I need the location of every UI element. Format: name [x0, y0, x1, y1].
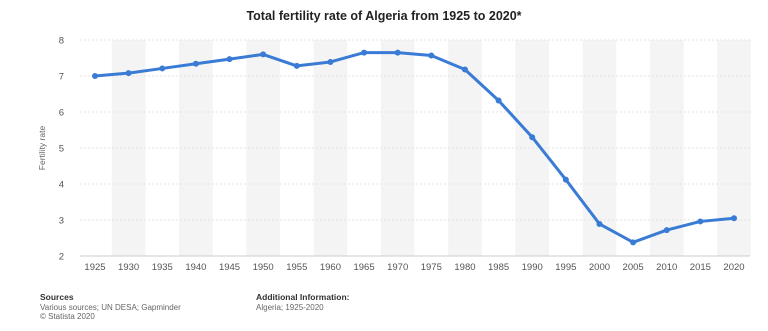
- x-tick-label: 2015: [690, 262, 711, 273]
- data-point: [663, 227, 670, 234]
- series-line: [93, 51, 736, 244]
- y-axis-ticks: 2 3 4 5 6 7 8: [59, 36, 64, 263]
- column-band: [313, 40, 348, 256]
- x-tick-label: 1940: [185, 262, 206, 273]
- y-tick-label: 6: [59, 108, 64, 119]
- data-point: [630, 239, 637, 246]
- y-tick-label: 2: [59, 252, 64, 263]
- data-point: [92, 73, 98, 79]
- data-point: [192, 60, 199, 67]
- data-point: [361, 49, 368, 56]
- additional-info-block: Additional Information: Algeria; 1925-20…: [256, 292, 350, 312]
- y-tick-label: 4: [59, 180, 64, 191]
- data-point: [731, 215, 737, 222]
- additional-info-text: Algeria; 1925-2020: [256, 302, 324, 312]
- chart-title: Total fertility rate of Algeria from 192…: [246, 9, 522, 23]
- x-tick-label: 1990: [522, 262, 543, 273]
- x-tick-label: 1935: [152, 262, 173, 273]
- copyright-text: © Statista 2020: [40, 312, 95, 321]
- data-point: [562, 176, 569, 183]
- y-axis-label: Fertility rate: [37, 126, 47, 171]
- y-tick-label: 3: [59, 216, 64, 227]
- x-tick-label: 1965: [353, 262, 374, 273]
- x-tick-label: 1970: [387, 262, 408, 273]
- data-point: [159, 65, 166, 72]
- x-tick-label: 1945: [219, 262, 240, 273]
- x-tick-label: 1985: [488, 262, 509, 273]
- data-points: [92, 49, 737, 246]
- data-point: [125, 70, 132, 77]
- data-point: [461, 66, 468, 73]
- x-tick-label: 1960: [320, 262, 341, 273]
- column-band: [649, 40, 684, 256]
- x-axis-ticks: 1925 1930 1935 1940 1945 1950 1955 1960 1965 1970…: [84, 262, 744, 273]
- data-point: [495, 97, 502, 104]
- x-tick-label: 1995: [555, 262, 576, 273]
- sources-text: Various sources; UN DESA; Gapminder: [40, 302, 181, 312]
- x-tick-label: 2020: [723, 262, 744, 273]
- x-tick-label: 1950: [253, 262, 274, 273]
- y-tick-label: 5: [59, 144, 64, 155]
- x-tick-label: 2010: [656, 262, 677, 273]
- data-point: [260, 51, 267, 58]
- y-tick-label: 8: [59, 36, 64, 47]
- data-point: [697, 218, 704, 225]
- x-tick-label: 1925: [84, 262, 105, 273]
- additional-info-heading: Additional Information:: [256, 292, 350, 302]
- x-tick-label: 1930: [118, 262, 139, 273]
- data-point: [293, 62, 300, 69]
- x-tick-label: 2000: [589, 262, 610, 273]
- data-point: [529, 134, 536, 141]
- x-tick-label: 1980: [454, 262, 475, 273]
- data-point: [226, 56, 233, 63]
- data-point: [327, 58, 334, 65]
- x-tick-label: 1975: [421, 262, 442, 273]
- sources-block: Sources Various sources; UN DESA; Gapmin…: [40, 292, 181, 322]
- x-tick-label: 2005: [623, 262, 644, 273]
- sources-heading: Sources: [40, 292, 74, 302]
- gridlines: [80, 39, 750, 257]
- data-point: [394, 49, 401, 56]
- y-tick-label: 7: [59, 72, 64, 83]
- column-bands: [111, 40, 751, 256]
- data-point: [596, 220, 603, 227]
- data-point: [428, 52, 435, 59]
- x-tick-label: 1955: [286, 262, 307, 273]
- column-band: [246, 40, 280, 256]
